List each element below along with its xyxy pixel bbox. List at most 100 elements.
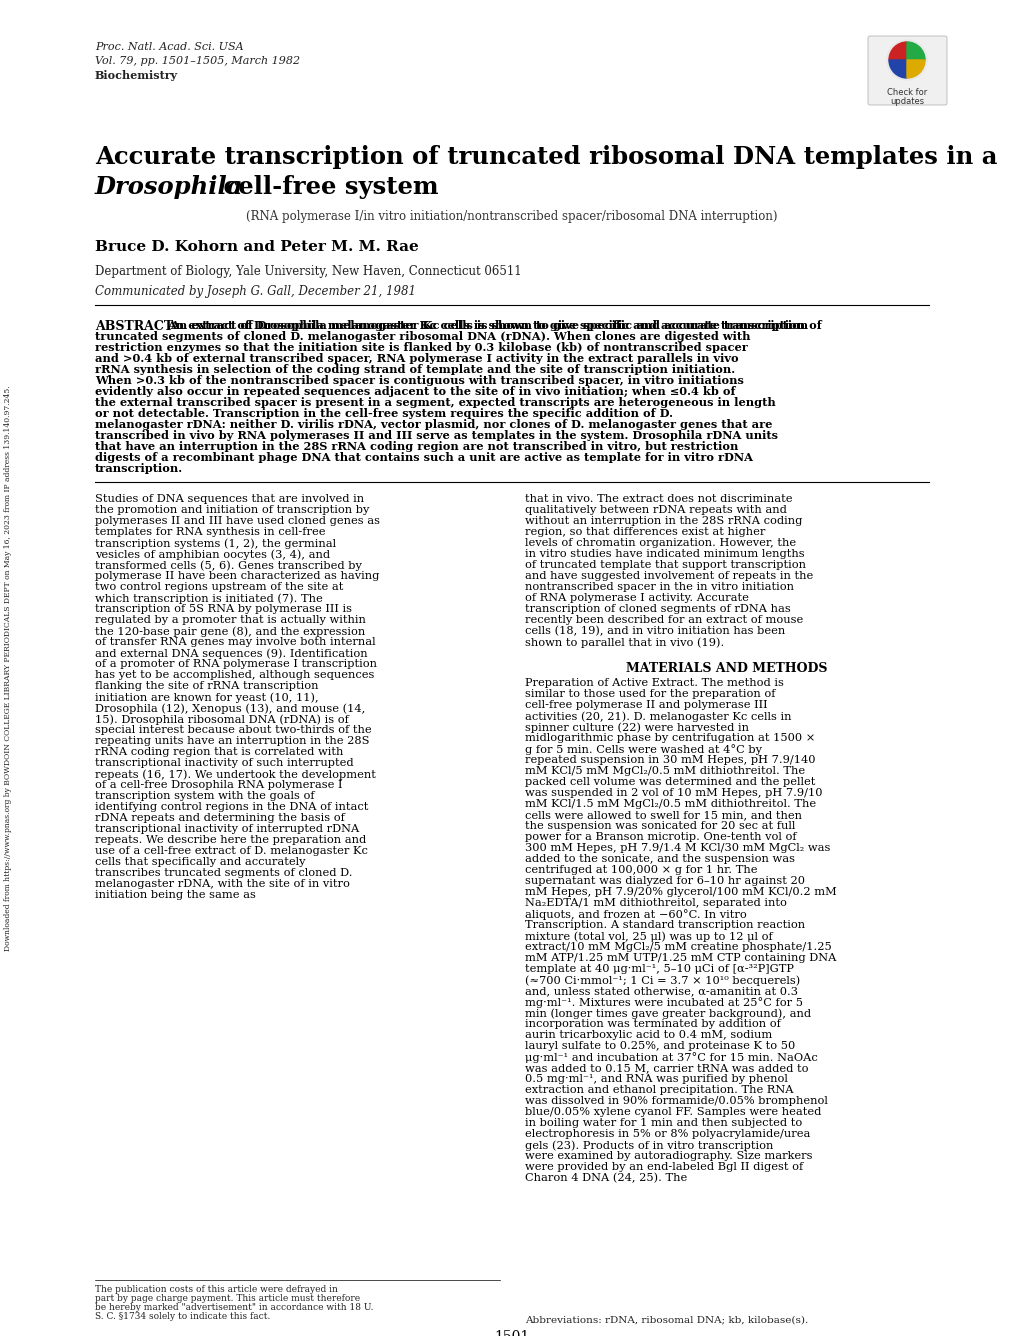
- Wedge shape: [907, 41, 925, 60]
- Text: melanogaster rDNA, with the site of in vitro: melanogaster rDNA, with the site of in v…: [95, 879, 350, 888]
- Text: transcriptional inactivity of such interrupted: transcriptional inactivity of such inter…: [95, 758, 353, 768]
- Text: 0.5 mg·ml⁻¹, and RNA was purified by phenol: 0.5 mg·ml⁻¹, and RNA was purified by phe…: [525, 1074, 787, 1083]
- Text: restriction enzymes so that the initiation site is flanked by 0.3 kilobase (kb) : restriction enzymes so that the initiati…: [95, 342, 748, 353]
- Text: Vol. 79, pp. 1501–1505, March 1982: Vol. 79, pp. 1501–1505, March 1982: [95, 56, 300, 65]
- Text: Downloaded from https://www.pnas.org by BOWDOIN COLLEGE LIBRARY PERIODICALS DEPT: Downloaded from https://www.pnas.org by …: [4, 385, 12, 951]
- Text: has yet to be accomplished, although sequences: has yet to be accomplished, although seq…: [95, 669, 375, 680]
- Text: supernatant was dialyzed for 6–10 hr against 20: supernatant was dialyzed for 6–10 hr aga…: [525, 876, 805, 886]
- Text: recently been described for an extract of mouse: recently been described for an extract o…: [525, 615, 803, 625]
- Text: transcription of cloned segments of rDNA has: transcription of cloned segments of rDNA…: [525, 604, 791, 615]
- Text: transformed cells (5, 6). Genes transcribed by: transformed cells (5, 6). Genes transcri…: [95, 560, 361, 570]
- Text: of RNA polymerase I activity. Accurate: of RNA polymerase I activity. Accurate: [525, 593, 749, 603]
- Text: Studies of DNA sequences that are involved in: Studies of DNA sequences that are involv…: [95, 494, 365, 504]
- Wedge shape: [889, 60, 907, 77]
- Text: transcribes truncated segments of cloned D.: transcribes truncated segments of cloned…: [95, 868, 352, 878]
- Text: S. C. §1734 solely to indicate this fact.: S. C. §1734 solely to indicate this fact…: [95, 1312, 270, 1321]
- Text: were examined by autoradiography. Size markers: were examined by autoradiography. Size m…: [525, 1152, 812, 1161]
- Text: vesicles of amphibian oocytes (3, 4), and: vesicles of amphibian oocytes (3, 4), an…: [95, 549, 330, 560]
- Text: spinner culture (22) were harvested in: spinner culture (22) were harvested in: [525, 721, 749, 732]
- Text: Drosophila (12), Xenopus (13), and mouse (14,: Drosophila (12), Xenopus (13), and mouse…: [95, 703, 366, 713]
- Text: were provided by an end-labeled Bgl II digest of: were provided by an end-labeled Bgl II d…: [525, 1162, 803, 1172]
- Text: melanogaster rDNA: neither D. virilis rDNA, vector plasmid, nor clones of D. mel: melanogaster rDNA: neither D. virilis rD…: [95, 420, 772, 430]
- Text: shown to parallel that in vivo (19).: shown to parallel that in vivo (19).: [525, 637, 724, 648]
- Text: cell-free polymerase II and polymerase III: cell-free polymerase II and polymerase I…: [525, 700, 768, 709]
- Text: flanking the site of rRNA transcription: flanking the site of rRNA transcription: [95, 681, 318, 691]
- Text: identifying control regions in the DNA of intact: identifying control regions in the DNA o…: [95, 802, 369, 812]
- Text: Bruce D. Kohorn and Peter M. M. Rae: Bruce D. Kohorn and Peter M. M. Rae: [95, 240, 419, 254]
- Text: the 120-base pair gene (8), and the expression: the 120-base pair gene (8), and the expr…: [95, 627, 366, 636]
- Text: When >0.3 kb of the nontranscribed spacer is contiguous with transcribed spacer,: When >0.3 kb of the nontranscribed space…: [95, 375, 743, 386]
- Text: g for 5 min. Cells were washed at 4°C by: g for 5 min. Cells were washed at 4°C by: [525, 744, 762, 755]
- Text: polymerase II have been characterized as having: polymerase II have been characterized as…: [95, 570, 379, 581]
- Text: was added to 0.15 M, carrier tRNA was added to: was added to 0.15 M, carrier tRNA was ad…: [525, 1063, 809, 1073]
- Text: mM Hepes, pH 7.9/20% glycerol/100 mM KCl/0.2 mM: mM Hepes, pH 7.9/20% glycerol/100 mM KCl…: [525, 887, 837, 896]
- Text: qualitatively between rDNA repeats with and: qualitatively between rDNA repeats with …: [525, 505, 786, 514]
- Text: Biochemistry: Biochemistry: [95, 69, 178, 81]
- Text: MATERIALS AND METHODS: MATERIALS AND METHODS: [627, 663, 827, 675]
- Text: incorporation was terminated by addition of: incorporation was terminated by addition…: [525, 1019, 781, 1029]
- Text: was dissolved in 90% formamide/0.05% bromphenol: was dissolved in 90% formamide/0.05% bro…: [525, 1096, 827, 1106]
- Text: midlogarithmic phase by centrifugation at 1500 ×: midlogarithmic phase by centrifugation a…: [525, 733, 815, 743]
- Wedge shape: [889, 41, 907, 60]
- Text: transcription systems (1, 2), the germinal: transcription systems (1, 2), the germin…: [95, 538, 336, 549]
- Text: aurin tricarboxylic acid to 0.4 mM, sodium: aurin tricarboxylic acid to 0.4 mM, sodi…: [525, 1030, 772, 1039]
- Text: Communicated by Joseph G. Gall, December 21, 1981: Communicated by Joseph G. Gall, December…: [95, 285, 416, 298]
- Text: transcribed in vivo by RNA polymerases II and III serve as templates in the syst: transcribed in vivo by RNA polymerases I…: [95, 430, 778, 441]
- Text: Department of Biology, Yale University, New Haven, Connecticut 06511: Department of Biology, Yale University, …: [95, 265, 521, 278]
- Text: initiation are known for yeast (10, 11),: initiation are known for yeast (10, 11),: [95, 692, 318, 703]
- Text: transcription of 5S RNA by polymerase III is: transcription of 5S RNA by polymerase II…: [95, 604, 352, 615]
- Text: The publication costs of this article were defrayed in: The publication costs of this article we…: [95, 1285, 338, 1295]
- Text: packed cell volume was determined and the pellet: packed cell volume was determined and th…: [525, 778, 815, 787]
- Text: extraction and ethanol precipitation. The RNA: extraction and ethanol precipitation. Th…: [525, 1085, 794, 1096]
- Text: Accurate transcription of truncated ribosomal DNA templates in a: Accurate transcription of truncated ribo…: [95, 146, 997, 168]
- Text: evidently also occur in repeated sequences adjacent to the site of in vivo initi: evidently also occur in repeated sequenc…: [95, 386, 735, 397]
- Text: centrifuged at 100,000 × g for 1 hr. The: centrifuged at 100,000 × g for 1 hr. The: [525, 864, 758, 875]
- Text: similar to those used for the preparation of: similar to those used for the preparatio…: [525, 689, 775, 699]
- Text: (≈700 Ci·mmol⁻¹; 1 Ci = 3.7 × 10¹⁰ becquerels): (≈700 Ci·mmol⁻¹; 1 Ci = 3.7 × 10¹⁰ becqu…: [525, 975, 800, 986]
- Text: 1501: 1501: [495, 1331, 529, 1336]
- Text: that in vivo. The extract does not discriminate: that in vivo. The extract does not discr…: [525, 494, 793, 504]
- Text: cells (18, 19), and in vitro initiation has been: cells (18, 19), and in vitro initiation …: [525, 627, 785, 636]
- Text: cell-free system: cell-free system: [215, 175, 438, 199]
- Wedge shape: [907, 60, 925, 77]
- Text: mg·ml⁻¹. Mixtures were incubated at 25°C for 5: mg·ml⁻¹. Mixtures were incubated at 25°C…: [525, 997, 803, 1007]
- Text: use of a cell-free extract of D. melanogaster Kc: use of a cell-free extract of D. melanog…: [95, 846, 368, 856]
- Text: Proc. Natl. Acad. Sci. USA: Proc. Natl. Acad. Sci. USA: [95, 41, 244, 52]
- Text: Charon 4 DNA (24, 25). The: Charon 4 DNA (24, 25). The: [525, 1173, 687, 1184]
- Text: was suspended in 2 vol of 10 mM Hepes, pH 7.9/10: was suspended in 2 vol of 10 mM Hepes, p…: [525, 788, 822, 798]
- Text: extract/10 mM MgCl₂/5 mM creatine phosphate/1.25: extract/10 mM MgCl₂/5 mM creatine phosph…: [525, 942, 831, 953]
- Text: and >0.4 kb of external transcribed spacer, RNA polymerase I activity in the ext: and >0.4 kb of external transcribed spac…: [95, 353, 738, 363]
- Text: special interest because about two-thirds of the: special interest because about two-third…: [95, 725, 372, 735]
- Text: initiation being the same as: initiation being the same as: [95, 890, 256, 900]
- Text: that have an interruption in the 28S rRNA coding region are not transcribed in v: that have an interruption in the 28S rRN…: [95, 441, 738, 452]
- Text: in vitro studies have indicated minimum lengths: in vitro studies have indicated minimum …: [525, 549, 805, 558]
- Text: mixture (total vol, 25 μl) was up to 12 μl of: mixture (total vol, 25 μl) was up to 12 …: [525, 931, 773, 942]
- Text: mM ATP/1.25 mM UTP/1.25 mM CTP containing DNA: mM ATP/1.25 mM UTP/1.25 mM CTP containin…: [525, 953, 837, 963]
- Text: transcription system with the goals of: transcription system with the goals of: [95, 791, 314, 802]
- Text: Abbreviations: rDNA, ribosomal DNA; kb, kilobase(s).: Abbreviations: rDNA, ribosomal DNA; kb, …: [525, 1315, 808, 1324]
- Text: μg·ml⁻¹ and incubation at 37°C for 15 min. NaOAc: μg·ml⁻¹ and incubation at 37°C for 15 mi…: [525, 1051, 818, 1063]
- Text: repeating units have an interruption in the 28S: repeating units have an interruption in …: [95, 736, 370, 745]
- Text: min (longer times gave greater background), and: min (longer times gave greater backgroun…: [525, 1007, 811, 1018]
- Text: An extract of Drosophila melanogaster Kc cells is shown to give specific and acc: An extract of Drosophila melanogaster Kc…: [167, 321, 821, 331]
- Text: Check for: Check for: [887, 88, 927, 98]
- Text: truncated segments of cloned D. melanogaster ribosomal DNA (rDNA). When clones a: truncated segments of cloned D. melanoga…: [95, 331, 751, 342]
- Text: transcription.: transcription.: [95, 464, 183, 474]
- Text: mM KCl/5 mM MgCl₂/0.5 mM dithiothreitol. The: mM KCl/5 mM MgCl₂/0.5 mM dithiothreitol.…: [525, 766, 805, 776]
- Text: Transcription. A standard transcription reaction: Transcription. A standard transcription …: [525, 921, 805, 930]
- Text: lauryl sulfate to 0.25%, and proteinase K to 50: lauryl sulfate to 0.25%, and proteinase …: [525, 1041, 796, 1051]
- Text: in boiling water for 1 min and then subjected to: in boiling water for 1 min and then subj…: [525, 1118, 802, 1128]
- Text: updates: updates: [890, 98, 924, 106]
- Text: 300 mM Hepes, pH 7.9/1.4 M KCl/30 mM MgCl₂ was: 300 mM Hepes, pH 7.9/1.4 M KCl/30 mM MgC…: [525, 843, 830, 852]
- Text: cells that specifically and accurately: cells that specifically and accurately: [95, 856, 305, 867]
- Text: Na₂EDTA/1 mM dithiothreitol, separated into: Na₂EDTA/1 mM dithiothreitol, separated i…: [525, 898, 786, 908]
- Text: (RNA polymerase I/in vitro initiation/nontranscribed spacer/ribosomal DNA interr: (RNA polymerase I/in vitro initiation/no…: [246, 210, 778, 223]
- Text: electrophoresis in 5% or 8% polyacrylamide/urea: electrophoresis in 5% or 8% polyacrylami…: [525, 1129, 810, 1140]
- Text: the promotion and initiation of transcription by: the promotion and initiation of transcri…: [95, 505, 370, 514]
- Text: template at 40 μg·ml⁻¹, 5–10 μCi of [α-³²P]GTP: template at 40 μg·ml⁻¹, 5–10 μCi of [α-³…: [525, 965, 794, 974]
- Text: or not detectable. Transcription in the cell-free system requires the specific a: or not detectable. Transcription in the …: [95, 407, 673, 420]
- Text: aliquots, and frozen at −60°C. In vitro: aliquots, and frozen at −60°C. In vitro: [525, 908, 746, 921]
- Text: templates for RNA synthesis in cell-free: templates for RNA synthesis in cell-free: [95, 526, 326, 537]
- Text: the external transcribed spacer is present in a segment, expected transcripts ar: the external transcribed spacer is prese…: [95, 397, 776, 407]
- Text: transcriptional inactivity of interrupted rDNA: transcriptional inactivity of interrupte…: [95, 824, 359, 834]
